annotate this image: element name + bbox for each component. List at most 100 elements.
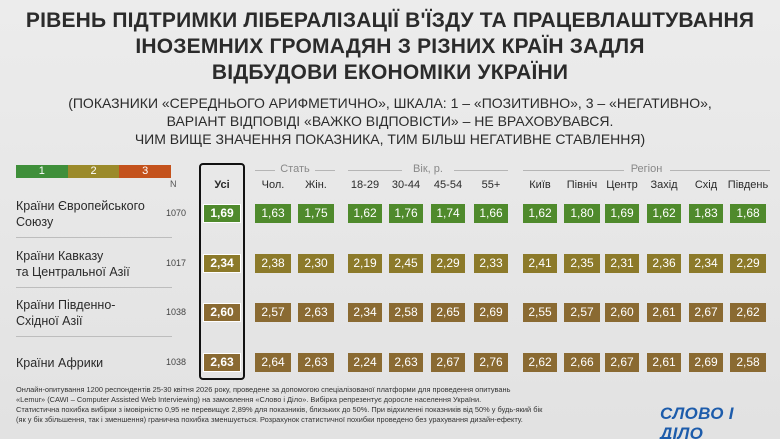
- row-label: Країни Кавказу та Центральної Азії: [16, 248, 166, 280]
- value-cell: 2,57: [255, 303, 291, 322]
- value-cell: 2,76: [474, 353, 508, 372]
- value-cell: 2,69: [474, 303, 508, 322]
- value-cell: 1,63: [255, 204, 291, 223]
- value-cell: 2,30: [298, 254, 334, 273]
- value-cell: 2,64: [255, 353, 291, 372]
- value-cell-all: 1,69: [203, 204, 241, 223]
- group-rule-left-region: [523, 170, 624, 171]
- value-cell: 1,66: [474, 204, 508, 223]
- value-cell: 1,80: [564, 204, 600, 223]
- value-cell: 2,63: [298, 303, 334, 322]
- column-header: 45-54: [424, 179, 472, 191]
- group-rule-right-region: [670, 170, 771, 171]
- value-cell: 2,45: [389, 254, 423, 273]
- value-cell: 2,38: [255, 254, 291, 273]
- value-cell: 2,33: [474, 254, 508, 273]
- footer-line-3: Статистична похибка вибірки з імовірніст…: [16, 405, 546, 415]
- column-header: Жін.: [292, 179, 340, 191]
- column-header: 30-44: [382, 179, 430, 191]
- value-cell: 1,62: [523, 204, 557, 223]
- title-line-1: РІВЕНЬ ПІДТРИМКИ ЛІБЕРАЛІЗАЦІЇ В'ЇЗДУ ТА…: [10, 8, 770, 34]
- group-label-age: Вік, р.: [388, 163, 468, 175]
- footer-line-2: «Lemur» (CAWI – Computer Assisted Web In…: [16, 395, 546, 405]
- value-cell-all: 2,34: [203, 254, 241, 273]
- column-header: Чол.: [249, 179, 297, 191]
- value-cell: 1,75: [298, 204, 334, 223]
- value-cell: 1,62: [348, 204, 382, 223]
- group-rule-right-sex: [315, 170, 335, 171]
- group-label-region: Регіон: [607, 163, 687, 175]
- footer-line-1: Онлайн-опитування 1200 респондентів 25-3…: [16, 385, 546, 395]
- row-separator: [16, 237, 172, 238]
- value-cell: 2,63: [298, 353, 334, 372]
- column-header: Київ: [516, 179, 564, 191]
- value-cell: 2,55: [523, 303, 557, 322]
- value-cell: 2,66: [564, 353, 600, 372]
- value-cell: 2,58: [389, 303, 423, 322]
- column-header: 55+: [467, 179, 515, 191]
- scale-step-1: 1: [16, 165, 68, 178]
- value-cell: 2,61: [647, 353, 681, 372]
- value-cell: 1,83: [689, 204, 723, 223]
- value-cell: 1,69: [605, 204, 639, 223]
- title-line-3: ВІДБУДОВИ ЕКОНОМІКИ УКРАЇНИ: [10, 60, 770, 86]
- row-sample-size: 1038: [166, 357, 186, 367]
- group-label-sex: Стать: [255, 163, 335, 175]
- value-cell: 2,69: [689, 353, 723, 372]
- value-cell: 2,58: [730, 353, 766, 372]
- value-cell-all: 2,63: [203, 353, 241, 372]
- value-cell: 2,31: [605, 254, 639, 273]
- value-cell: 2,63: [389, 353, 423, 372]
- value-cell: 2,35: [564, 254, 600, 273]
- value-cell-all: 2,60: [203, 303, 241, 322]
- column-header: Захід: [640, 179, 688, 191]
- value-cell: 1,62: [647, 204, 681, 223]
- value-cell: 2,60: [605, 303, 639, 322]
- page-title: РІВЕНЬ ПІДТРИМКИ ЛІБЕРАЛІЗАЦІЇ В'ЇЗДУ ТА…: [10, 8, 770, 86]
- value-cell: 2,19: [348, 254, 382, 273]
- scale-step-3: 3: [119, 165, 171, 178]
- column-header: Схід: [682, 179, 730, 191]
- value-cell: 2,29: [730, 254, 766, 273]
- subtitle-line-1: (ПОКАЗНИКИ «СЕРЕДНЬОГО АРИФМЕТИЧНО», ШКА…: [10, 94, 770, 112]
- value-cell: 1,76: [389, 204, 423, 223]
- group-rule-right-age: [454, 170, 508, 171]
- value-cell: 2,67: [431, 353, 465, 372]
- row-separator: [16, 336, 172, 337]
- value-cell: 2,41: [523, 254, 557, 273]
- subtitle-line-2: ВАРІАНТ ВІДПОВІДІ «ВАЖКО ВІДПОВІСТИ» – Н…: [10, 112, 770, 130]
- group-rule-left-sex: [255, 170, 275, 171]
- value-cell: 2,57: [564, 303, 600, 322]
- row-separator: [16, 287, 172, 288]
- value-cell: 2,29: [431, 254, 465, 273]
- value-cell: 2,65: [431, 303, 465, 322]
- value-cell: 1,68: [730, 204, 766, 223]
- methodology-footer: Онлайн-опитування 1200 респондентів 25-3…: [16, 385, 546, 425]
- value-cell: 2,34: [348, 303, 382, 322]
- value-cell: 2,34: [689, 254, 723, 273]
- value-cell: 2,61: [647, 303, 681, 322]
- group-rule-left-age: [348, 170, 402, 171]
- value-cell: 2,24: [348, 353, 382, 372]
- value-cell: 2,62: [730, 303, 766, 322]
- row-label: Країни Африки: [16, 355, 166, 371]
- subtitle-line-3: ЧИМ ВИЩЕ ЗНАЧЕННЯ ПОКАЗНИКА, ТИМ БІЛЬШ Н…: [10, 130, 770, 148]
- slovo-i-dilo-logo: СЛОВО І ДІЛО: [660, 404, 780, 439]
- column-header: Південь: [724, 179, 772, 191]
- value-cell: 2,67: [689, 303, 723, 322]
- row-sample-size: 1070: [166, 208, 186, 218]
- page-subtitle: (ПОКАЗНИКИ «СЕРЕДНЬОГО АРИФМЕТИЧНО», ШКА…: [10, 94, 770, 148]
- row-label: Країни Європейського Союзу: [16, 198, 166, 230]
- title-line-2: ІНОЗЕМНИХ ГРОМАДЯН З РІЗНИХ КРАЇН ЗАДЛЯ: [10, 34, 770, 60]
- value-cell: 2,36: [647, 254, 681, 273]
- value-cell: 2,62: [523, 353, 557, 372]
- row-sample-size: 1017: [166, 258, 186, 268]
- n-column-header: N: [170, 179, 177, 189]
- scale-step-2: 2: [68, 165, 120, 178]
- row-sample-size: 1038: [166, 307, 186, 317]
- footer-line-4: (як у бік збільшення, так і зменшення) г…: [16, 415, 546, 425]
- row-label: Країни Південно- Східної Азії: [16, 297, 166, 329]
- value-cell: 2,67: [605, 353, 639, 372]
